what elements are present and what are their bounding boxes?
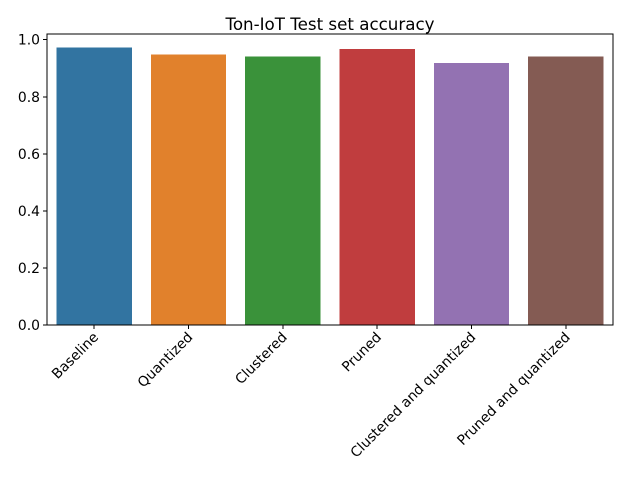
bar-baseline — [56, 47, 132, 325]
plot-frame — [46, 33, 614, 326]
y-tick-label: 0.6 — [18, 147, 40, 163]
x-axis: Baseline Quantized Clustered PrunedClustere… — [49, 325, 574, 461]
bar-clustered — [245, 56, 321, 325]
bars-group — [56, 47, 604, 326]
x-tick-label: Clustered — [232, 330, 290, 388]
bar-pruned-and-quantized — [528, 56, 604, 325]
axes-frame — [46, 33, 614, 326]
x-tick-label: Baseline — [49, 330, 102, 383]
bar-clustered-and-quantized — [433, 62, 510, 326]
x-tick-label: Quantized — [135, 330, 197, 392]
y-tick-label: 0.0 — [18, 318, 40, 334]
bar-pruned — [339, 48, 415, 325]
y-tick-label: 0.4 — [18, 204, 40, 220]
x-tick-label: Pruned — [339, 330, 385, 376]
y-tick-label: 0.8 — [18, 90, 40, 106]
y-axis: 0.0 0.2 0.4 0.6 0.8 1.0 — [18, 33, 47, 334]
y-tick-label: 1.0 — [18, 33, 40, 49]
y-tick-label: 0.2 — [18, 261, 40, 277]
chart-title: Ton-IoT Test set accuracy — [224, 14, 434, 34]
bar-quantized — [150, 54, 227, 326]
